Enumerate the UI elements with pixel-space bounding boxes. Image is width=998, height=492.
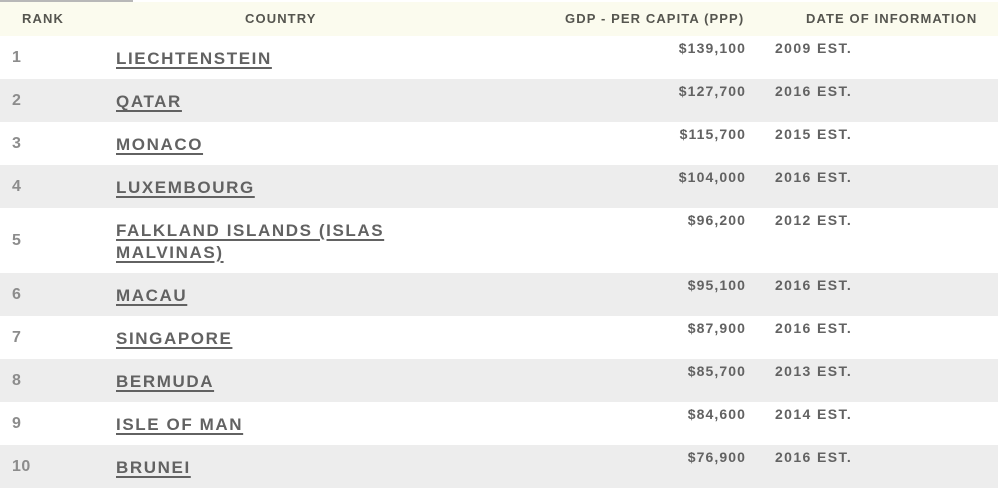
table-row: 10 BRUNEI $76,900 2016 EST. [0,445,998,488]
gdp-cell: $104,000 [678,169,746,185]
country-link[interactable]: MACAU [116,286,188,305]
gdp-cell: $115,700 [679,126,746,142]
country-link[interactable]: QATAR [116,92,182,111]
gdp-cell: $95,100 [687,277,746,293]
rank-cell: 4 [12,177,22,195]
gdp-cell: $96,200 [687,212,746,228]
table-row: 3 MONACO $115,700 2015 EST. [0,122,998,165]
gdp-cell: $139,100 [678,40,746,56]
date-cell: 2014 EST. [775,406,853,422]
rank-cell: 8 [12,371,22,389]
rank-cell: 10 [12,457,31,475]
gdp-cell: $87,900 [687,320,746,336]
country-link[interactable]: MONACO [116,135,204,154]
table-row: 7 SINGAPORE $87,900 2016 EST. [0,316,998,359]
table-row: 1 LIECHTENSTEIN $139,100 2009 EST. [0,36,998,79]
country-link[interactable]: ISLE OF MAN [116,415,244,434]
date-cell: 2012 EST. [775,212,853,228]
rank-cell: 7 [12,328,22,346]
top-divider [0,0,133,2]
table-body: 1 LIECHTENSTEIN $139,100 2009 EST. 2 QAT… [0,36,998,488]
gdp-cell: $84,600 [687,406,746,422]
table-row: 8 BERMUDA $85,700 2013 EST. [0,359,998,402]
header-gdp-per-capita: GDP - PER CAPITA (PPP) [565,11,745,26]
rank-cell: 9 [12,414,22,432]
country-link[interactable]: LIECHTENSTEIN [116,49,272,68]
country-link[interactable]: FALKLAND ISLANDS (ISLAS MALVINAS) [116,221,385,262]
gdp-cell: $127,700 [678,83,746,99]
table-header: RANK COUNTRY GDP - PER CAPITA (PPP) DATE… [0,2,998,36]
rank-cell: 6 [12,285,22,303]
header-country: COUNTRY [245,11,317,26]
country-link[interactable]: BERMUDA [116,372,215,391]
table-row: 2 QATAR $127,700 2016 EST. [0,79,998,122]
rank-cell: 2 [12,91,22,109]
rank-cell: 3 [12,134,22,152]
date-cell: 2016 EST. [775,449,853,465]
date-cell: 2009 EST. [775,40,853,56]
date-cell: 2016 EST. [775,83,853,99]
gdp-cell: $85,700 [687,363,746,379]
table-row: 9 ISLE OF MAN $84,600 2014 EST. [0,402,998,445]
table-row: 5 FALKLAND ISLANDS (ISLAS MALVINAS) $96,… [0,208,998,273]
header-rank: RANK [22,11,64,26]
table-row: 6 MACAU $95,100 2016 EST. [0,273,998,316]
rank-cell: 1 [12,48,22,66]
rank-cell: 5 [12,231,22,249]
date-cell: 2016 EST. [775,277,853,293]
table-row: 4 LUXEMBOURG $104,000 2016 EST. [0,165,998,208]
country-link[interactable]: SINGAPORE [116,329,233,348]
date-cell: 2015 EST. [775,126,853,142]
date-cell: 2016 EST. [775,320,853,336]
date-cell: 2013 EST. [775,363,853,379]
date-cell: 2016 EST. [775,169,853,185]
country-link[interactable]: BRUNEI [116,458,191,477]
gdp-cell: $76,900 [687,449,746,465]
header-date-of-information: DATE OF INFORMATION [806,11,978,26]
country-link[interactable]: LUXEMBOURG [116,178,255,197]
